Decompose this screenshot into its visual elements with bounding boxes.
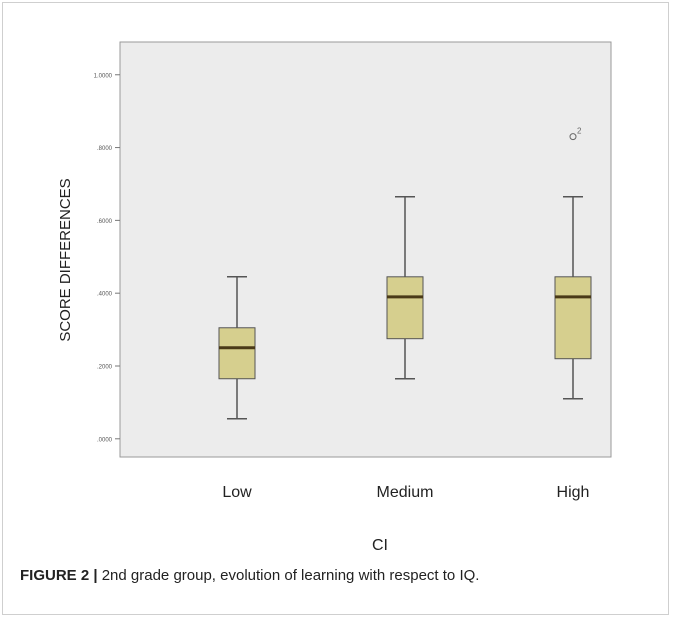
x-category-label: Medium — [377, 484, 434, 501]
boxes — [218, 195, 592, 420]
y-tick-label: .4000 — [97, 292, 113, 298]
outlier-label: 2 — [577, 127, 582, 136]
box-plot-chart: .0000 .2000 .4000 .6000 .8000 1.0000 2 Low Med… — [57, 41, 612, 554]
y-axis-title: SCORE DIFFERENCES — [57, 178, 74, 341]
x-category-label: Low — [222, 484, 252, 501]
y-tick-label: .6000 — [97, 219, 113, 225]
y-tick-label: .2000 — [97, 364, 113, 370]
figure-caption: FIGURE 2 | 2nd grade group, evolution of… — [20, 567, 479, 584]
box-high — [554, 276, 592, 360]
caption-text: 2nd grade group, evolution of learning w… — [97, 567, 480, 584]
y-tick-label: .8000 — [97, 146, 113, 152]
x-axis-title: CI — [372, 537, 388, 554]
outlier-point — [569, 133, 577, 141]
y-tick-label: 1.0000 — [94, 73, 113, 79]
box-medium — [386, 276, 424, 340]
x-category-labels: Low Medium High — [222, 484, 589, 501]
caption-label: FIGURE 2 | — [20, 567, 98, 584]
y-axis-ticks: .0000 .2000 .4000 .6000 .8000 1.0000 — [94, 73, 120, 443]
box-low — [218, 327, 256, 380]
outliers: 2 — [569, 127, 582, 141]
plot-area — [119, 41, 612, 458]
y-tick-label: .0000 — [97, 437, 113, 443]
x-category-label: High — [557, 484, 590, 501]
